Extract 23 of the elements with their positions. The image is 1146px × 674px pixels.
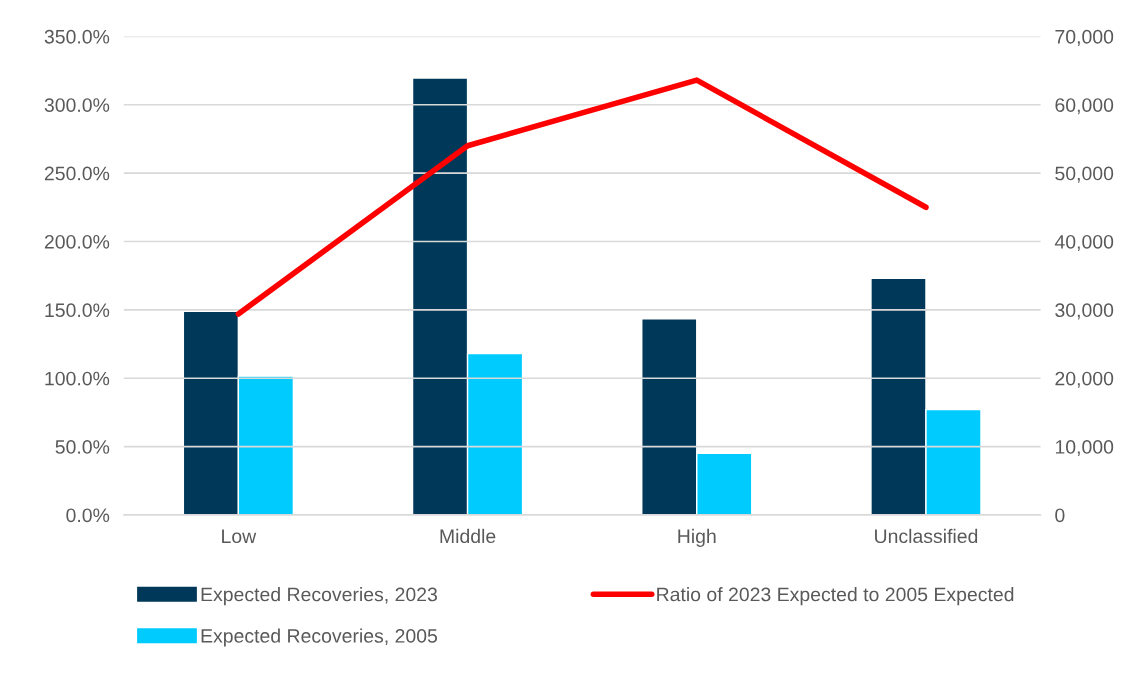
y2-tick-label: 50,000 bbox=[1055, 166, 1114, 183]
x-tick-label: Middle bbox=[440, 528, 496, 544]
y-tick-label: 250.0% bbox=[44, 166, 110, 181]
y-tick-label: 300.0% bbox=[44, 98, 110, 112]
y-tick-label: 50.0% bbox=[55, 440, 110, 454]
x-tick-label: Unclassified bbox=[875, 528, 978, 544]
y2-tick-label: 10,000 bbox=[1055, 440, 1114, 457]
y-tick-label: 150.0% bbox=[45, 303, 110, 318]
y2-tick-label: 60,000 bbox=[1055, 98, 1114, 115]
y2-tick-label: 0 bbox=[1055, 508, 1065, 523]
x-tick-label: Low bbox=[222, 529, 257, 544]
x-tick-label: High bbox=[678, 528, 716, 547]
y2-tick-label: 40,000 bbox=[1054, 234, 1114, 252]
y-tick-label: 100.0% bbox=[45, 371, 110, 386]
y-tick-label: 200.0% bbox=[44, 234, 110, 249]
legend-label: Ratio of 2023 Expected to 2005 Expected bbox=[657, 587, 1014, 606]
legend-label: Expected Recoveries, 2023 bbox=[201, 587, 437, 606]
legend-label: Expected Recoveries, 2005 bbox=[201, 628, 438, 647]
y-tick-label: 350.0% bbox=[44, 29, 110, 44]
y-tick-label: 0.0% bbox=[66, 508, 110, 523]
y2-tick-label: 20,000 bbox=[1055, 371, 1114, 388]
y2-tick-label: 30,000 bbox=[1055, 303, 1114, 320]
y2-tick-label: 70,000 bbox=[1055, 29, 1114, 46]
